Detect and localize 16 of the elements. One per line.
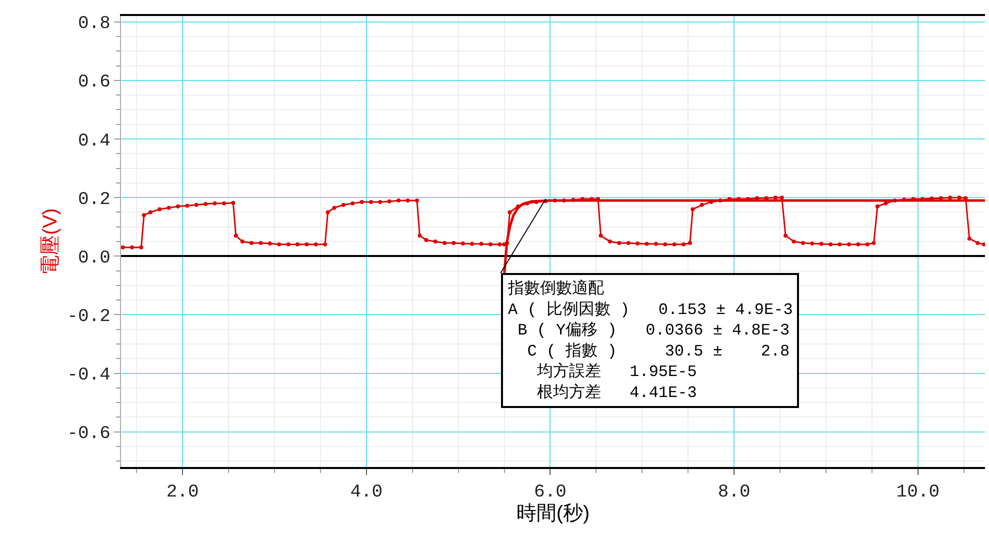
y-axis-title: 電壓(V) <box>40 208 62 275</box>
x-axis-title: 時間(秒) <box>516 502 590 525</box>
y-tick-label: 0.8 <box>78 14 110 34</box>
y-tick-label: -0.2 <box>67 307 110 328</box>
x-tick-label: 2.0 <box>166 482 199 503</box>
y-tick-label: 0.2 <box>78 190 110 210</box>
y-tick-label: 0.4 <box>78 131 110 152</box>
x-tick-label: 8.0 <box>718 482 750 503</box>
y-tick-label: 0.6 <box>78 72 110 93</box>
y-tick-label: 0.0 <box>78 248 110 268</box>
y-tick-label: -0.4 <box>67 366 110 386</box>
x-tick-label: 10.0 <box>896 482 940 503</box>
x-tick-label: 4.0 <box>350 482 383 503</box>
annotation: 指數倒數適配 A ( 比例因數 ) 0.153 ± 4.9E-3 B ( Y偏移 ) 0.0366 ± 4.8E-3 C ( 指數 ) 30.5 ± 2.8 均方誤差 1.95E-5 根均方差 4.41E-3 <box>507 279 793 402</box>
y-tick-label: -0.6 <box>67 424 110 444</box>
x-tick-label: 6.0 <box>534 482 566 503</box>
